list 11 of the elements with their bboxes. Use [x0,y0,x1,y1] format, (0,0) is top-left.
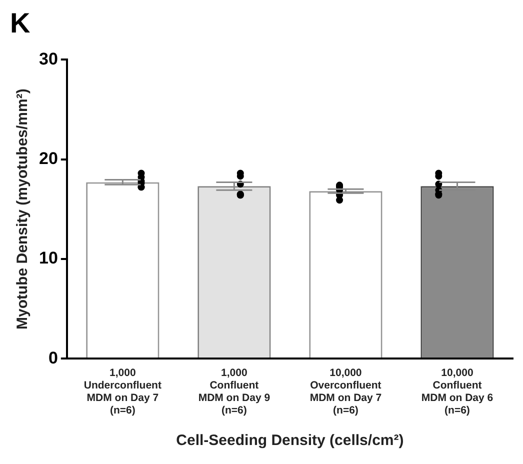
x-tick-label: 1,000 Underconfluent MDM on Day 7 (n=6) [84,366,162,417]
x-tick-label: 10,000 Confluent MDM on Day 6 (n=6) [421,366,494,417]
x-tick-label: 10,000 Overconfluent MDM on Day 7 (n=6) [310,366,382,417]
x-axis-title: Cell-Seeding Density (cells/cm²) [176,432,404,450]
y-tick-label: 0 [48,348,58,368]
y-tick-label: 30 [38,49,58,68]
x-tick-label: 1,000 Confluent MDM on Day 9 (n=6) [198,366,270,417]
chart-title: K [10,8,30,39]
y-tick-label: 20 [38,148,58,168]
y-axis-title: Myotube Density (myotubes/mm²) [14,88,32,330]
y-tick-label: 10 [38,248,58,268]
